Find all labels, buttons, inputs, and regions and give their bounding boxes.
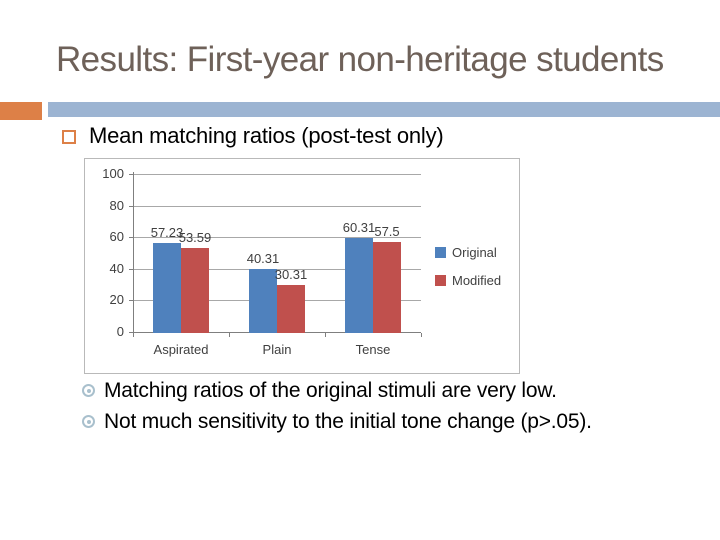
data-label-original-aspirated: 57.23: [150, 224, 184, 240]
y-tick-60: [129, 237, 133, 239]
subtitle-row: Mean matching ratios (post-test only): [62, 123, 444, 149]
x-axis-label-aspirated: Aspirated: [153, 342, 209, 357]
x-tick-0: [133, 333, 134, 337]
circle-bullet-icon: [82, 415, 95, 428]
y-tick-100: [129, 174, 133, 175]
gridline-80: [133, 205, 421, 207]
bar-modified-plain: [277, 285, 305, 333]
note-item-2: Not much sensitivity to the initial tone…: [82, 410, 592, 434]
legend-swatch-icon: [435, 247, 446, 258]
chart-plot-area: 0 20 40 60 80 100 57.23 53.59 Aspirated 40.31 30.3…: [85, 159, 519, 373]
subtitle-text: Mean matching ratios (post-test only): [89, 123, 444, 148]
y-tick-40: [129, 268, 133, 270]
note-item-1: Matching ratios of the original stimuli …: [82, 379, 592, 403]
y-axis-label-40: 40: [109, 260, 124, 276]
accent-blue-band: [48, 102, 720, 117]
square-bullet-icon: [62, 130, 76, 144]
x-tick-1: [229, 333, 230, 337]
y-axis-label-20: 20: [109, 292, 124, 308]
data-label-modified-aspirated: 53.59: [178, 230, 212, 246]
data-label-original-plain: 40.31: [246, 251, 280, 267]
chart-legend: Original Modified: [435, 245, 501, 288]
bar-modified-aspirated: [181, 248, 209, 333]
x-axis-label-plain: Plain: [262, 342, 292, 357]
y-tick-0: [129, 332, 133, 333]
legend-label: Modified: [452, 273, 502, 288]
legend-item-modified: Modified: [435, 273, 501, 288]
legend-swatch-icon: [435, 275, 446, 286]
x-tick-3: [421, 333, 422, 337]
y-tick-80: [129, 205, 133, 207]
legend-item-original: Original: [435, 245, 501, 260]
notes-list: Matching ratios of the original stimuli …: [82, 379, 592, 434]
gridline-100: [133, 174, 421, 175]
legend-label: Original: [452, 245, 497, 260]
bar-modified-tense: [373, 242, 401, 333]
y-axis-line: [133, 172, 134, 333]
note-text: Not much sensitivity to the initial tone…: [104, 410, 592, 433]
accent-orange-block: [0, 102, 42, 120]
y-axis-label-60: 60: [109, 229, 124, 245]
bar-original-plain: [249, 269, 277, 333]
gridline-40: [133, 268, 421, 270]
x-tick-2: [325, 333, 326, 337]
note-text: Matching ratios of the original stimuli …: [104, 379, 557, 402]
data-label-original-tense: 60.31: [342, 219, 376, 235]
bar-original-tense: [345, 237, 373, 333]
circle-bullet-icon: [82, 384, 95, 397]
bar-original-aspirated: [153, 242, 181, 333]
gridline-60: [133, 237, 421, 239]
y-axis-label-80: 80: [109, 197, 124, 213]
y-axis-label-100: 100: [102, 166, 124, 181]
data-label-modified-tense: 57.5: [374, 224, 400, 240]
bar-chart: 0 20 40 60 80 100 57.23 53.59 Aspirated 40.31 30.3…: [84, 158, 520, 374]
data-label-modified-plain: 30.31: [274, 267, 308, 283]
y-tick-20: [129, 300, 133, 302]
x-axis-label-tense: Tense: [355, 342, 391, 357]
slide-title: Results: First-year non-heritage student…: [56, 40, 664, 79]
y-axis-label-0: 0: [116, 324, 124, 339]
